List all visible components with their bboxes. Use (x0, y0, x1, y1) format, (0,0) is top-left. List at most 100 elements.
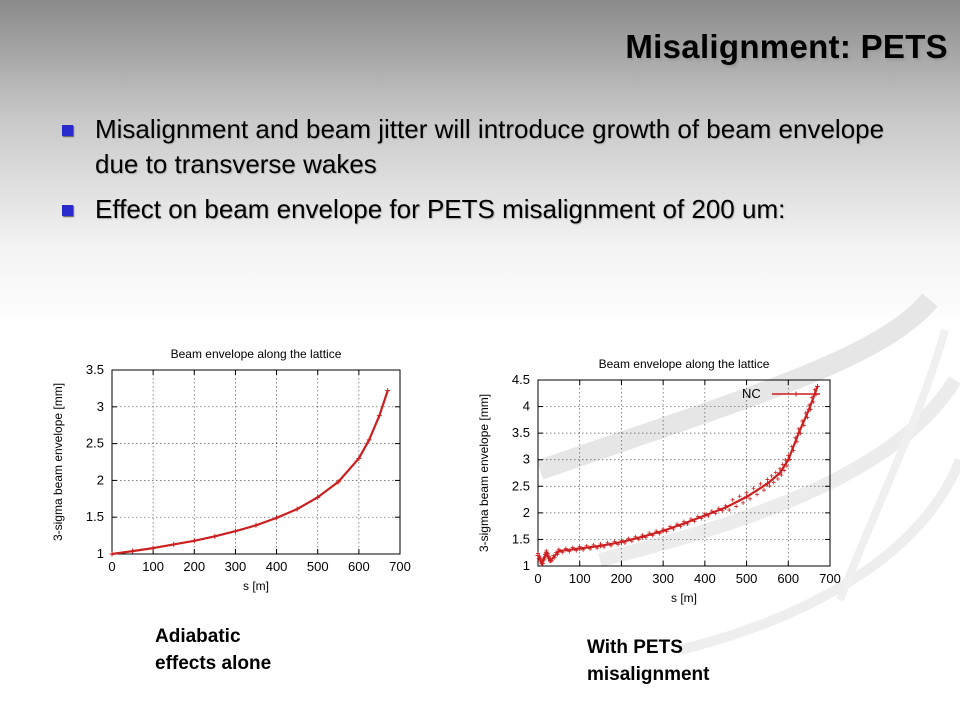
data-point (545, 551, 550, 556)
data-point (796, 426, 801, 431)
data-point (811, 400, 816, 405)
data-point (671, 527, 676, 532)
data-point (643, 535, 648, 540)
data-point (744, 494, 750, 500)
data-point (171, 541, 177, 547)
data-point (786, 453, 791, 458)
data-point (706, 513, 711, 518)
data-point (109, 551, 115, 557)
x-tick-label: 600 (777, 571, 799, 586)
data-point (540, 559, 545, 564)
data-point (801, 423, 806, 428)
data-point (622, 541, 627, 545)
y-tick-label: 4 (523, 399, 530, 414)
data-point (567, 549, 572, 554)
data-point (791, 448, 796, 453)
caption-adiabatic: Adiabatic effects alone (155, 626, 272, 674)
data-point (130, 548, 136, 554)
legend-marker (793, 391, 799, 397)
data-point (784, 464, 789, 469)
x-tick-label: 0 (534, 571, 541, 586)
data-point (798, 431, 803, 436)
data-point (730, 497, 735, 502)
data-point (779, 472, 784, 477)
data-point (588, 546, 593, 551)
data-point (814, 383, 820, 389)
data-point (761, 488, 766, 493)
y-tick-label: 2.5 (512, 478, 530, 493)
data-point (536, 551, 540, 556)
data-point (812, 387, 817, 392)
data-point (541, 556, 546, 560)
data-point (805, 415, 810, 420)
data-point (540, 561, 545, 566)
y-tick-label: 4.5 (512, 372, 530, 387)
x-tick-label: 100 (569, 571, 591, 586)
data-point (385, 388, 391, 394)
data-point (688, 517, 693, 522)
data-point (695, 514, 700, 519)
x-tick-label: 100 (142, 559, 164, 574)
data-point (629, 539, 634, 544)
data-point (574, 548, 579, 553)
y-tick-label: 3.5 (512, 425, 530, 440)
chart-adiabatic: Beam envelope along the lattice 0 100 200 30… (51, 347, 411, 593)
x-tick-label: 0 (108, 559, 115, 574)
data-point (598, 542, 603, 547)
caption-pets: With PETS misalignment (587, 637, 710, 685)
chart-title: Beam envelope along the lattice (171, 347, 342, 361)
data-point (356, 455, 362, 461)
data-point (542, 552, 547, 557)
data-point (537, 554, 542, 559)
data-point (783, 457, 788, 462)
data-point (727, 507, 732, 512)
data-point (552, 555, 557, 560)
data-point (612, 539, 617, 544)
x-tick-label: 400 (694, 571, 716, 586)
data-point (619, 538, 624, 543)
data-point (640, 532, 645, 537)
data-point (767, 484, 772, 489)
data-point (744, 490, 749, 495)
data-point (542, 557, 547, 562)
x-tick-label: 500 (307, 559, 329, 574)
x-tick-label: 700 (389, 559, 411, 574)
data-point (741, 500, 746, 505)
x-tick-label: 500 (736, 571, 758, 586)
data-point (609, 543, 613, 548)
y-tick-label: 1 (523, 558, 530, 573)
data-point (723, 503, 728, 508)
data-point (769, 473, 774, 478)
data-point (253, 522, 259, 528)
data-point (661, 527, 666, 532)
x-tick-label: 600 (348, 559, 370, 574)
data-point (549, 558, 554, 563)
x-axis-label: s [m] (243, 579, 269, 593)
y-tick-label: 2 (97, 472, 104, 487)
data-point (737, 494, 742, 499)
data-point (789, 444, 794, 449)
y-tick-label: 3.5 (86, 362, 104, 377)
data-point (777, 466, 782, 471)
data-point (602, 544, 607, 549)
data-point (773, 470, 778, 475)
data-point (605, 540, 610, 545)
data-point (800, 418, 805, 423)
data-point (685, 521, 690, 526)
data-point (150, 545, 156, 551)
bullet-item: Misalignment and beam jitter will introd… (60, 112, 920, 182)
series-line (111, 390, 389, 556)
data-point (692, 519, 697, 524)
data-point (232, 528, 238, 534)
y-axis-label: 3-sigma beam envelope [mm] (477, 394, 491, 552)
data-point (713, 511, 718, 516)
data-point (554, 550, 559, 555)
y-tick-label: 2.5 (86, 436, 104, 451)
data-point (765, 477, 770, 482)
data-point (775, 476, 780, 481)
data-point (755, 492, 759, 497)
data-point (626, 536, 631, 541)
data-point (808, 407, 813, 412)
plot-frame (111, 369, 401, 555)
